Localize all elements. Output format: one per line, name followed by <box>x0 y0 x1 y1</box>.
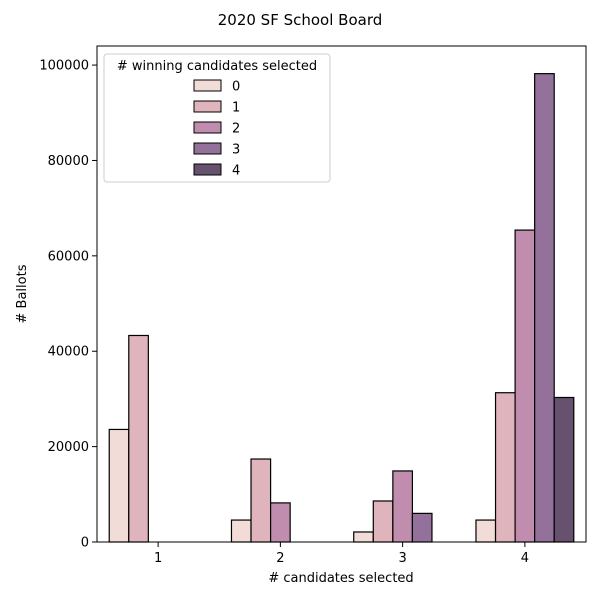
bar-cat-3-series-1 <box>372 500 394 543</box>
legend-label-4: 4 <box>232 164 240 179</box>
bar-cat-3-series-0 <box>353 531 374 543</box>
legend-box <box>103 53 331 183</box>
legend-swatch-4 <box>193 163 222 176</box>
bar-cat-3-series-2 <box>392 470 414 543</box>
y-axis-label: # Ballots <box>15 264 30 323</box>
bar-cat-4-series-0 <box>475 519 497 543</box>
legend-label-0: 0 <box>232 80 240 95</box>
legend-label-3: 3 <box>232 143 240 158</box>
chart-title: 2020 SF School Board <box>218 11 383 29</box>
bars-group <box>108 73 575 543</box>
legend-swatch-0 <box>193 79 222 92</box>
legend-swatch-1 <box>193 100 222 113</box>
bar-cat-2-series-1 <box>250 458 272 543</box>
x-tick-label: 4 <box>521 551 529 566</box>
plot-frame <box>96 45 587 543</box>
legend-swatch-3 <box>193 142 222 155</box>
x-axis-label: # candidates selected <box>268 571 413 586</box>
legend-swatch-2 <box>193 121 222 134</box>
bar-cat-2-series-0 <box>230 519 252 543</box>
y-axis: 0 20000 40000 60000 80000 100000 <box>39 59 97 551</box>
legend-label-1: 1 <box>232 101 240 116</box>
x-tick-label: 1 <box>154 551 162 566</box>
x-tick-label: 3 <box>398 551 406 566</box>
bar-cat-3-series-3 <box>411 512 433 543</box>
x-axis: 1 2 3 4 <box>154 542 529 566</box>
bar-cat-1-series-1 <box>128 334 149 543</box>
y-tick-label: 20000 <box>48 440 89 455</box>
x-tick-label: 2 <box>276 551 284 566</box>
legend-title: # winning candidates selected <box>117 59 317 74</box>
y-tick-label: 40000 <box>48 345 89 360</box>
bar-cat-4-series-1 <box>494 392 516 543</box>
bar-cat-4-series-4 <box>553 396 575 543</box>
legend: # winning candidates selected 0 1 2 3 4 <box>103 53 331 183</box>
bar-cat-4-series-2 <box>514 229 536 543</box>
bar-cat-4-series-3 <box>534 73 555 543</box>
y-tick-label: 80000 <box>48 154 89 169</box>
bar-cat-1-series-0 <box>108 428 130 543</box>
y-tick-label: 0 <box>81 536 89 551</box>
bar-cat-2-series-2 <box>270 502 291 543</box>
legend-label-2: 2 <box>232 122 240 137</box>
y-tick-label: 100000 <box>39 59 89 74</box>
y-tick-label: 60000 <box>48 249 89 264</box>
